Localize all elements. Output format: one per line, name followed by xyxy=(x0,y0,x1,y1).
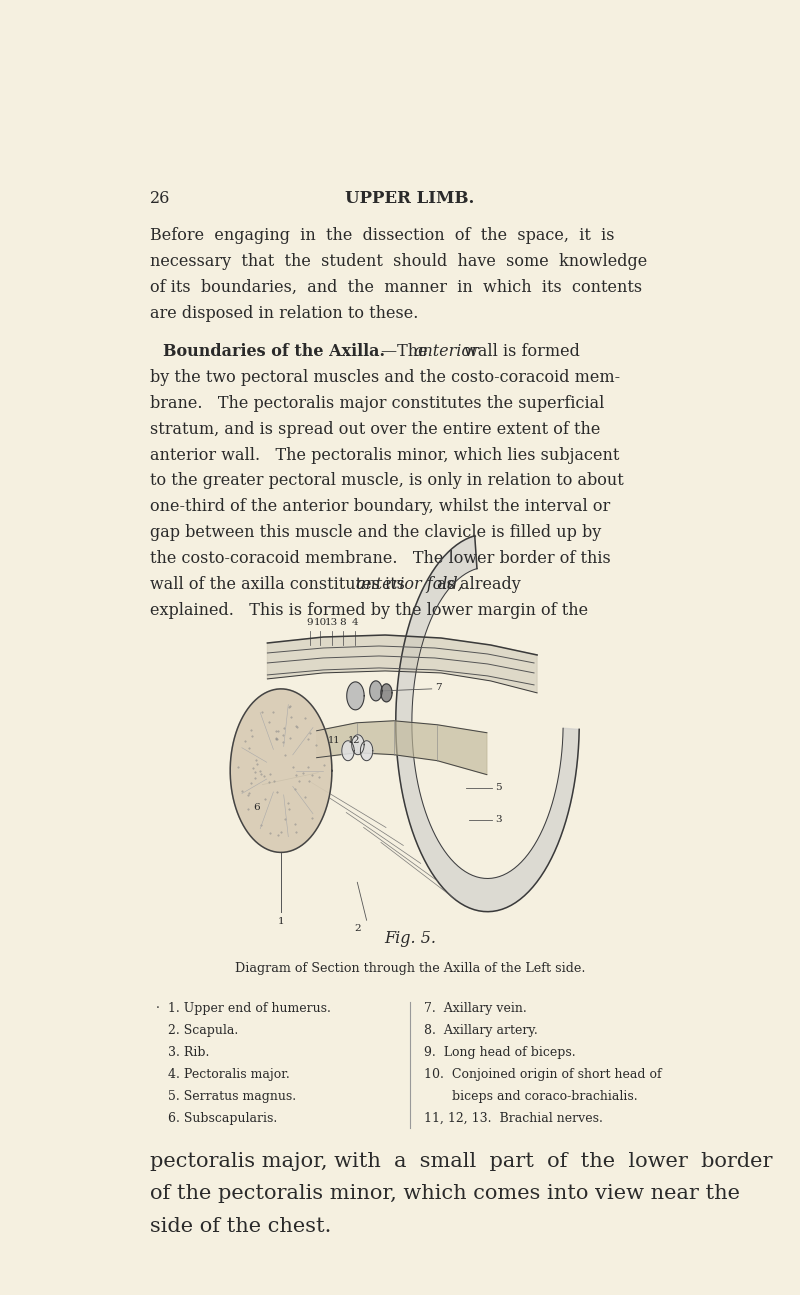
Polygon shape xyxy=(230,689,332,852)
Text: 3: 3 xyxy=(495,815,502,824)
Text: 3. Rib.: 3. Rib. xyxy=(156,1046,209,1059)
Text: of its  boundaries,  and  the  manner  in  which  its  contents: of its boundaries, and the manner in whi… xyxy=(150,278,642,297)
Text: Before  engaging  in  the  dissection  of  the  space,  it  is: Before engaging in the dissection of the… xyxy=(150,227,614,245)
Polygon shape xyxy=(267,635,537,693)
Text: 11: 11 xyxy=(328,737,341,745)
Text: 10: 10 xyxy=(314,618,326,627)
Text: anterior wall.   The pectoralis minor, which lies subjacent: anterior wall. The pectoralis minor, whi… xyxy=(150,447,619,464)
Text: of the pectoralis minor, which comes into view near the: of the pectoralis minor, which comes int… xyxy=(150,1185,740,1203)
Text: 11, 12, 13.  Brachial nerves.: 11, 12, 13. Brachial nerves. xyxy=(424,1111,602,1124)
Text: as already: as already xyxy=(432,576,521,593)
Text: gap between this muscle and the clavicle is filled up by: gap between this muscle and the clavicle… xyxy=(150,524,601,541)
Text: 9: 9 xyxy=(306,618,313,627)
Text: biceps and coraco-brachialis.: biceps and coraco-brachialis. xyxy=(424,1089,638,1103)
Text: wall is formed: wall is formed xyxy=(459,343,580,360)
Text: 6: 6 xyxy=(254,803,260,812)
Text: 10.  Conjoined origin of short head of: 10. Conjoined origin of short head of xyxy=(424,1068,662,1081)
Text: 7.  Axillary vein.: 7. Axillary vein. xyxy=(424,1002,526,1015)
Text: 7: 7 xyxy=(435,684,442,693)
Polygon shape xyxy=(396,536,579,912)
Text: are disposed in relation to these.: are disposed in relation to these. xyxy=(150,306,418,322)
Text: 5: 5 xyxy=(495,783,502,793)
Text: ·  1. Upper end of humerus.: · 1. Upper end of humerus. xyxy=(156,1002,330,1015)
Text: side of the chest.: side of the chest. xyxy=(150,1217,331,1237)
Text: 1: 1 xyxy=(278,917,284,926)
Text: 4. Pectoralis major.: 4. Pectoralis major. xyxy=(156,1068,290,1081)
Text: —The: —The xyxy=(382,343,434,360)
Text: 2: 2 xyxy=(354,925,361,934)
Text: 8.  Axillary artery.: 8. Axillary artery. xyxy=(424,1024,538,1037)
Polygon shape xyxy=(381,684,392,702)
Text: one-third of the anterior boundary, whilst the interval or: one-third of the anterior boundary, whil… xyxy=(150,499,610,515)
Text: brane.   The pectoralis major constitutes the superficial: brane. The pectoralis major constitutes … xyxy=(150,395,604,412)
Polygon shape xyxy=(361,741,373,760)
Text: stratum, and is spread out over the entire extent of the: stratum, and is spread out over the enti… xyxy=(150,421,600,438)
Polygon shape xyxy=(352,734,364,755)
Text: by the two pectoral muscles and the costo-coracoid mem-: by the two pectoral muscles and the cost… xyxy=(150,369,620,386)
Text: explained.   This is formed by the lower margin of the: explained. This is formed by the lower m… xyxy=(150,602,588,619)
Text: wall of the axilla constitutes its: wall of the axilla constitutes its xyxy=(150,576,410,593)
Text: 4: 4 xyxy=(352,618,358,627)
Polygon shape xyxy=(342,741,354,760)
Text: Fig. 5.: Fig. 5. xyxy=(384,930,436,947)
Text: 2. Scapula.: 2. Scapula. xyxy=(156,1024,238,1037)
Polygon shape xyxy=(370,681,382,701)
Text: 13: 13 xyxy=(326,618,338,627)
Text: UPPER LIMB.: UPPER LIMB. xyxy=(346,190,474,207)
Text: pectoralis major, with  a  small  part  of  the  lower  border: pectoralis major, with a small part of t… xyxy=(150,1151,772,1171)
Text: 12: 12 xyxy=(348,737,361,745)
Text: 9.  Long head of biceps.: 9. Long head of biceps. xyxy=(424,1046,575,1059)
Text: anterior: anterior xyxy=(414,343,479,360)
Polygon shape xyxy=(346,682,364,710)
Text: Diagram of Section through the Axilla of the Left side.: Diagram of Section through the Axilla of… xyxy=(234,962,586,975)
Text: 26: 26 xyxy=(150,190,170,207)
Text: 6. Subscapularis.: 6. Subscapularis. xyxy=(156,1111,277,1124)
Text: 5. Serratus magnus.: 5. Serratus magnus. xyxy=(156,1089,296,1103)
Polygon shape xyxy=(317,721,487,774)
Text: necessary  that  the  student  should  have  some  knowledge: necessary that the student should have s… xyxy=(150,253,647,271)
Text: anterior fold,: anterior fold, xyxy=(356,576,463,593)
Text: Boundaries of the Axilla.: Boundaries of the Axilla. xyxy=(163,343,386,360)
Text: the costo-coracoid membrane.   The lower border of this: the costo-coracoid membrane. The lower b… xyxy=(150,550,610,567)
Text: to the greater pectoral muscle, is only in relation to about: to the greater pectoral muscle, is only … xyxy=(150,473,623,490)
Text: 8: 8 xyxy=(340,618,346,627)
